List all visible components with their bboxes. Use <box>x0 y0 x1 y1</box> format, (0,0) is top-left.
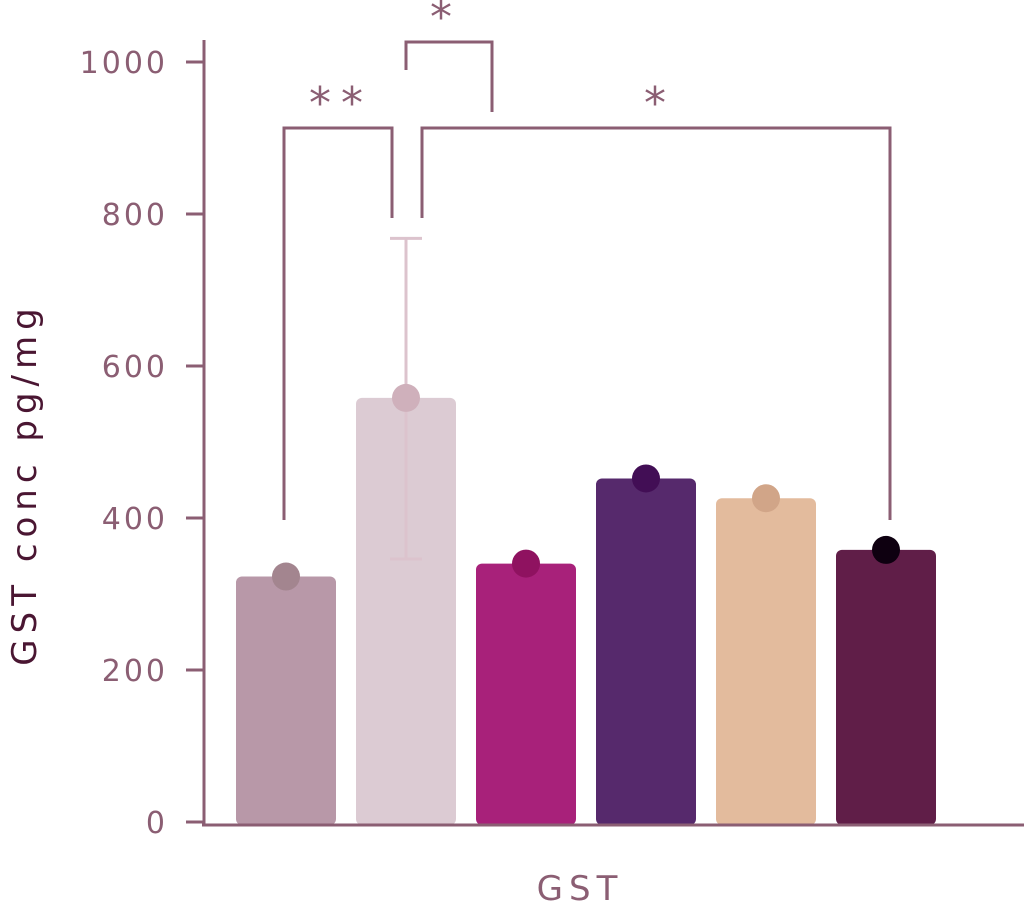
y-tick-label: 1000 <box>80 46 168 81</box>
significance-bracket <box>404 40 494 112</box>
data-point <box>512 549 540 578</box>
data-point <box>752 484 780 513</box>
bar <box>236 576 336 825</box>
data-point <box>392 383 420 412</box>
significance-label: * <box>644 78 676 129</box>
significance-label: * <box>430 0 462 43</box>
y-tick-label: 600 <box>102 350 168 385</box>
data-point <box>272 562 300 591</box>
significance-bracket <box>282 126 394 520</box>
bar <box>356 397 456 825</box>
bar <box>716 498 816 825</box>
data-point <box>872 535 900 564</box>
significance-label: ** <box>309 78 373 129</box>
y-tick-label: 0 <box>146 806 168 841</box>
y-axis: 0 200 400 600 800 1000 <box>80 46 204 841</box>
bars-group <box>236 397 936 825</box>
y-axis-title: GST conc pg/mg <box>5 302 45 665</box>
y-tick-label: 400 <box>102 502 168 537</box>
y-tick-label: 200 <box>102 654 168 689</box>
significance-brackets: **** <box>282 0 892 520</box>
y-tick-label: 800 <box>102 198 168 233</box>
bar <box>476 563 576 825</box>
x-axis-title: GST <box>537 869 624 908</box>
bar <box>836 549 936 825</box>
bar <box>596 478 696 825</box>
significance-bracket <box>420 126 892 520</box>
points-group <box>272 383 900 591</box>
data-point <box>632 464 660 493</box>
